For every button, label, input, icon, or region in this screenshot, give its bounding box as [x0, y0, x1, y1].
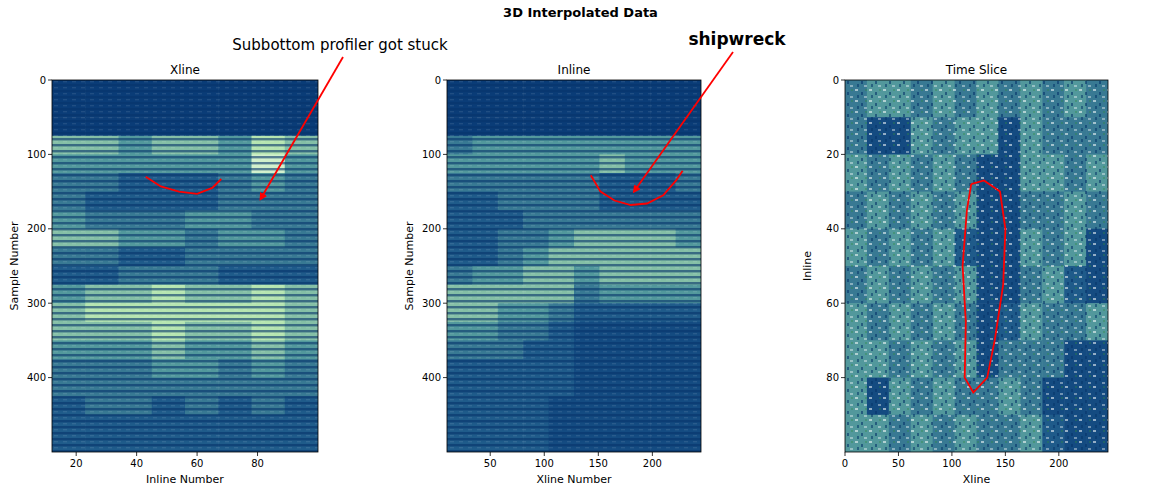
x-tick-label: 100 [535, 458, 554, 469]
background [0, 0, 1161, 502]
y-tick-label: 300 [27, 298, 46, 309]
y-tick-label: 100 [27, 149, 46, 160]
y-tick [841, 80, 845, 81]
y-tick-label: 60 [826, 298, 839, 309]
x-tick [1005, 452, 1006, 456]
x-axis-title: Xline Number [536, 473, 612, 486]
annotation-arrow [261, 57, 343, 199]
y-tick-label: 0 [833, 75, 839, 86]
x-tick-label: 50 [484, 458, 497, 469]
panel: Time Slice 0 50 100 150 200 0 20 40 60 80 Xline Inli… [801, 63, 1109, 486]
y-tick-label: 200 [422, 223, 441, 234]
x-tick [136, 452, 137, 456]
y-axis-title: Sample Number [403, 221, 416, 310]
y-tick [48, 154, 52, 155]
y-tick-label: 300 [422, 298, 441, 309]
outline [963, 180, 1006, 392]
x-tick-label: 40 [130, 458, 143, 469]
annotation-text: shipwreck [688, 29, 786, 49]
y-tick [443, 377, 447, 378]
x-tick [951, 452, 952, 456]
y-tick-label: 0 [40, 75, 46, 86]
x-tick-label: 100 [942, 458, 961, 469]
texture [52, 80, 318, 452]
y-tick-label: 400 [422, 372, 441, 383]
panel: Inline 50 100 150 200 0 100 200 300 400 Xline Numb… [403, 63, 702, 486]
x-tick [490, 452, 491, 456]
figure-title: 3D Interpolated Data [503, 5, 658, 20]
frame [52, 80, 318, 452]
y-tick-label: 0 [435, 75, 441, 86]
x-tick-label: 200 [1049, 458, 1068, 469]
y-tick-label: 400 [27, 372, 46, 383]
y-tick [841, 303, 845, 304]
y-tick [48, 303, 52, 304]
x-tick-label: 50 [892, 458, 905, 469]
x-tick [76, 452, 77, 456]
texture [447, 80, 701, 452]
y-axis-title: Inline [801, 251, 814, 281]
plot-area [447, 80, 701, 452]
x-tick-label: 0 [842, 458, 848, 469]
y-tick [443, 154, 447, 155]
texture [845, 80, 1108, 452]
y-tick [841, 377, 845, 378]
panel: Xline 20 40 60 80 0 100 200 300 400 Inline Number S… [8, 63, 319, 486]
y-tick-label: 80 [826, 372, 839, 383]
x-tick [197, 452, 198, 456]
x-tick-label: 150 [996, 458, 1015, 469]
y-tick [841, 154, 845, 155]
x-tick [1058, 452, 1059, 456]
annotation-arrow [634, 52, 733, 192]
y-tick [48, 80, 52, 81]
y-tick [443, 303, 447, 304]
x-tick [845, 452, 846, 456]
x-tick-label: 60 [191, 458, 204, 469]
y-axis-title: Sample Number [8, 221, 21, 310]
x-tick-label: 80 [251, 458, 264, 469]
y-tick-label: 100 [422, 149, 441, 160]
frame [447, 80, 701, 452]
outline [146, 177, 222, 194]
plot-area [52, 80, 318, 452]
y-tick [48, 228, 52, 229]
x-tick-label: 200 [643, 458, 662, 469]
frame [845, 80, 1108, 452]
y-tick [48, 377, 52, 378]
y-tick-label: 20 [826, 149, 839, 160]
y-tick [841, 228, 845, 229]
x-tick-label: 20 [70, 458, 83, 469]
y-tick-label: 40 [826, 223, 839, 234]
x-axis-title: Inline Number [146, 473, 224, 486]
x-tick-label: 150 [589, 458, 608, 469]
y-tick [443, 80, 447, 81]
panel-title: Time Slice [945, 63, 1007, 77]
x-tick [544, 452, 545, 456]
y-tick-label: 200 [27, 223, 46, 234]
x-axis-title: Xline [963, 473, 991, 486]
x-tick [898, 452, 899, 456]
x-tick [257, 452, 258, 456]
panel-title: Inline [558, 63, 591, 77]
x-tick [652, 452, 653, 456]
y-tick [443, 228, 447, 229]
plot-area [845, 80, 1108, 452]
figure: 3D Interpolated DataXline204060800100200… [0, 0, 1161, 502]
panel-title: Xline [170, 63, 200, 77]
x-tick [598, 452, 599, 456]
annotation-text: Subbottom profiler got stuck [232, 36, 448, 54]
